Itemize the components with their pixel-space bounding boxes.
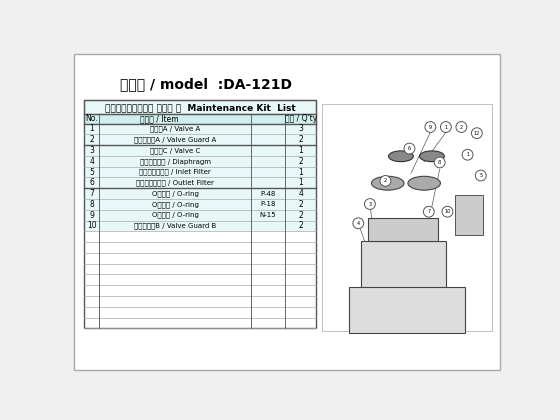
FancyBboxPatch shape <box>368 218 438 241</box>
FancyBboxPatch shape <box>74 54 500 370</box>
Text: 4: 4 <box>89 157 94 166</box>
Circle shape <box>462 150 473 160</box>
Text: 4: 4 <box>357 221 360 226</box>
Circle shape <box>441 122 451 132</box>
Text: 5: 5 <box>89 168 94 176</box>
Text: 6: 6 <box>89 178 94 187</box>
Text: 6: 6 <box>408 146 411 151</box>
Text: 8: 8 <box>90 200 94 209</box>
FancyBboxPatch shape <box>84 123 316 134</box>
Ellipse shape <box>389 151 413 162</box>
FancyBboxPatch shape <box>361 241 446 289</box>
FancyBboxPatch shape <box>84 296 316 307</box>
Text: 4: 4 <box>298 189 304 198</box>
FancyBboxPatch shape <box>84 275 316 285</box>
Text: 1: 1 <box>298 178 304 187</box>
Circle shape <box>423 206 434 217</box>
Circle shape <box>353 218 364 228</box>
Text: 1: 1 <box>90 124 94 134</box>
Text: バルブ押えB / Valve Guard B: バルブ押えB / Valve Guard B <box>134 223 216 229</box>
Text: 2: 2 <box>298 157 304 166</box>
Text: 品品名 / Item: 品品名 / Item <box>140 114 179 123</box>
Text: 3: 3 <box>89 146 94 155</box>
Text: バルブ押えA / Valve Guard A: バルブ押えA / Valve Guard A <box>134 136 216 143</box>
FancyBboxPatch shape <box>84 307 316 318</box>
Text: Oリング / O-ring: Oリング / O-ring <box>152 190 198 197</box>
FancyBboxPatch shape <box>84 220 316 231</box>
Text: 12: 12 <box>474 131 480 136</box>
FancyBboxPatch shape <box>84 199 316 210</box>
Text: Oリング / O-ring: Oリング / O-ring <box>152 212 198 218</box>
Text: 10: 10 <box>87 221 96 231</box>
FancyBboxPatch shape <box>84 318 316 328</box>
Circle shape <box>365 199 375 210</box>
Text: 1: 1 <box>466 152 469 157</box>
Circle shape <box>442 206 453 217</box>
Text: メンテナンスキット リスト ／  Maintenance Kit  List: メンテナンスキット リスト ／ Maintenance Kit List <box>105 103 296 112</box>
Text: 3: 3 <box>368 202 371 207</box>
Circle shape <box>472 128 482 139</box>
Text: ダイアフラム / Diaphragm: ダイアフラム / Diaphragm <box>139 158 211 165</box>
Text: バルブA / Valve A: バルブA / Valve A <box>150 126 200 132</box>
FancyBboxPatch shape <box>84 177 316 188</box>
FancyBboxPatch shape <box>84 156 316 167</box>
FancyBboxPatch shape <box>84 134 316 145</box>
FancyBboxPatch shape <box>84 285 316 296</box>
Text: Oリング / O-ring: Oリング / O-ring <box>152 201 198 208</box>
Text: N-15: N-15 <box>260 212 276 218</box>
Text: 数量 / Q'ty: 数量 / Q'ty <box>285 114 317 123</box>
Text: 2: 2 <box>90 135 94 144</box>
Text: 1: 1 <box>444 124 447 129</box>
Text: 排気フィルター / Outlet Filter: 排気フィルター / Outlet Filter <box>136 179 214 186</box>
Text: 7: 7 <box>427 209 431 214</box>
FancyBboxPatch shape <box>84 167 316 177</box>
FancyBboxPatch shape <box>84 264 316 275</box>
Text: 10: 10 <box>444 209 451 214</box>
Text: P-18: P-18 <box>260 202 276 207</box>
Circle shape <box>425 122 436 132</box>
Text: 3: 3 <box>298 124 304 134</box>
FancyBboxPatch shape <box>84 231 316 242</box>
Text: 5: 5 <box>479 173 482 178</box>
Circle shape <box>475 170 486 181</box>
Text: 2: 2 <box>298 135 304 144</box>
Text: 1: 1 <box>298 168 304 176</box>
Text: 2: 2 <box>298 211 304 220</box>
Text: 2: 2 <box>298 200 304 209</box>
Text: 吸気フィルター / Inlet Filter: 吸気フィルター / Inlet Filter <box>139 169 211 176</box>
FancyBboxPatch shape <box>84 114 316 123</box>
Ellipse shape <box>408 176 441 190</box>
FancyBboxPatch shape <box>84 253 316 264</box>
Ellipse shape <box>419 151 444 162</box>
Text: 8: 8 <box>438 160 441 165</box>
FancyBboxPatch shape <box>455 195 483 235</box>
FancyBboxPatch shape <box>84 145 316 156</box>
Text: バルブC / Valve C: バルブC / Valve C <box>150 147 200 154</box>
Text: 9: 9 <box>89 211 94 220</box>
Circle shape <box>434 157 445 168</box>
Circle shape <box>456 122 467 132</box>
FancyBboxPatch shape <box>84 188 316 199</box>
Text: 9: 9 <box>429 124 432 129</box>
Text: 2: 2 <box>460 124 463 129</box>
Ellipse shape <box>371 176 404 190</box>
Text: 7: 7 <box>89 189 94 198</box>
FancyBboxPatch shape <box>322 104 492 331</box>
FancyBboxPatch shape <box>84 100 316 114</box>
FancyBboxPatch shape <box>349 287 465 333</box>
FancyBboxPatch shape <box>84 210 316 221</box>
Text: No.: No. <box>85 114 98 123</box>
Text: 機種名 / model  :DA-121D: 機種名 / model :DA-121D <box>120 77 292 91</box>
Text: 1: 1 <box>298 146 304 155</box>
Text: P-48: P-48 <box>260 191 276 197</box>
Circle shape <box>380 176 391 186</box>
Text: 2: 2 <box>298 221 304 231</box>
FancyBboxPatch shape <box>84 242 316 253</box>
Circle shape <box>404 143 415 154</box>
Text: 2: 2 <box>384 178 387 184</box>
